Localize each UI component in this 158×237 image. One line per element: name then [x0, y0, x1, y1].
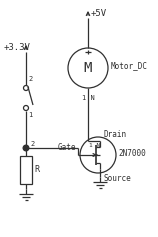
- Text: 1 N: 1 N: [89, 143, 100, 148]
- Text: Drain: Drain: [104, 130, 127, 139]
- Text: M: M: [84, 61, 92, 75]
- Text: +5V: +5V: [91, 9, 107, 18]
- Text: Gate: Gate: [58, 143, 76, 152]
- Circle shape: [23, 145, 29, 151]
- Text: +3.3V: +3.3V: [4, 43, 31, 52]
- Text: Motor_DC: Motor_DC: [111, 61, 148, 70]
- Text: 2: 2: [28, 76, 32, 82]
- Text: 1: 1: [28, 112, 32, 118]
- Text: R: R: [34, 165, 39, 174]
- Text: 2: 2: [30, 141, 34, 147]
- Text: Source: Source: [104, 174, 132, 183]
- Bar: [20, 156, 32, 184]
- Text: 2N7000: 2N7000: [118, 149, 146, 158]
- Text: 1 N: 1 N: [82, 95, 94, 101]
